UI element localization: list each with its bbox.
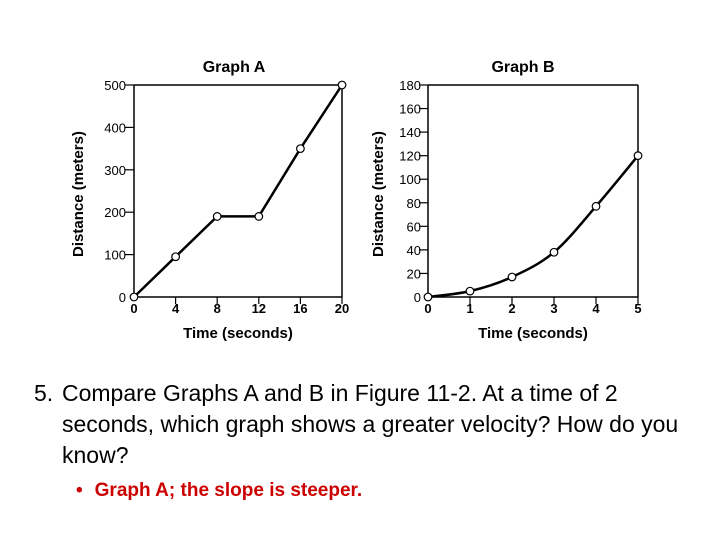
- data-point-b: [423, 292, 433, 302]
- data-point-b: [591, 201, 601, 211]
- y-tick-label-b: 120: [399, 149, 421, 164]
- graph-a: Graph A 0 100 200 300 400 500 0 4 8 12 16 20 Time (se…: [70, 59, 349, 342]
- series-line-b: [427, 154, 639, 299]
- data-point-b: [507, 272, 517, 282]
- x-tick-label-b: 4: [592, 301, 600, 316]
- chart-title-a: Graph A: [203, 59, 266, 76]
- x-tick-label-a: 4: [172, 301, 180, 316]
- y-tick-label-a: 500: [104, 78, 126, 93]
- x-axis-label-b: Time (seconds): [478, 325, 588, 342]
- answer-text: Graph A; the slope is steeper.: [94, 480, 363, 501]
- x-tick-label-b: 5: [634, 301, 641, 316]
- y-tick-label-b: 160: [399, 102, 421, 117]
- x-tick-label-a: 20: [335, 301, 349, 316]
- y-tick-label-a: 200: [104, 205, 126, 220]
- x-tick-label-a: 16: [293, 301, 307, 316]
- y-tick-label-b: 60: [407, 219, 421, 234]
- data-point-a: [129, 292, 139, 302]
- answer-bullet: •: [76, 480, 83, 501]
- y-tick-label-b: 180: [399, 78, 421, 93]
- x-axis-label-a: Time (seconds): [183, 325, 293, 342]
- data-point-a: [337, 80, 347, 90]
- graph-b: Graph B 0 20 40 60 80 100 120 140 160 180 0 1 2 3 4 5 Tim…: [370, 59, 643, 342]
- y-tick-label-a: 300: [104, 163, 126, 178]
- y-tick-label-a: 400: [104, 120, 126, 135]
- data-point-a: [296, 144, 305, 154]
- y-tick-label-b: 100: [399, 172, 421, 187]
- y-axis-label-b: Distance (meters): [370, 131, 387, 257]
- chart-title-b: Graph B: [491, 59, 554, 76]
- x-tick-label-b: 2: [508, 301, 515, 316]
- series-line-a: [133, 84, 344, 298]
- question: 5. Compare Graphs A and B in Figure 11-2…: [34, 378, 694, 471]
- x-tick-label-b: 3: [550, 301, 557, 316]
- x-tick-label-b: 0: [424, 301, 431, 316]
- data-point-b: [633, 151, 643, 161]
- y-tick-label-b: 20: [407, 266, 421, 281]
- y-tick-label-a: 0: [119, 290, 126, 305]
- data-point-b: [549, 247, 559, 257]
- y-tick-label-b: 40: [407, 243, 421, 258]
- question-text: Compare Graphs A and B in Figure 11-2. A…: [62, 380, 679, 468]
- y-tick-label-b: 80: [407, 196, 421, 211]
- question-number: 5.: [34, 380, 54, 406]
- x-tick-label-a: 0: [130, 301, 137, 316]
- data-point-a: [171, 252, 181, 262]
- y-axis-label-a: Distance (meters): [70, 131, 87, 257]
- y-tick-label-b: 0: [414, 290, 421, 305]
- data-point-b: [465, 286, 475, 296]
- y-tick-label-b: 140: [399, 125, 421, 140]
- y-tick-label-a: 100: [104, 248, 126, 263]
- x-tick-label-a: 12: [252, 301, 266, 316]
- x-tick-label-a: 8: [214, 301, 221, 316]
- answer: • Graph A; the slope is steeper.: [76, 480, 362, 502]
- data-point-a: [212, 212, 222, 221]
- x-tick-label-b: 1: [466, 301, 473, 316]
- data-point-a: [254, 212, 264, 221]
